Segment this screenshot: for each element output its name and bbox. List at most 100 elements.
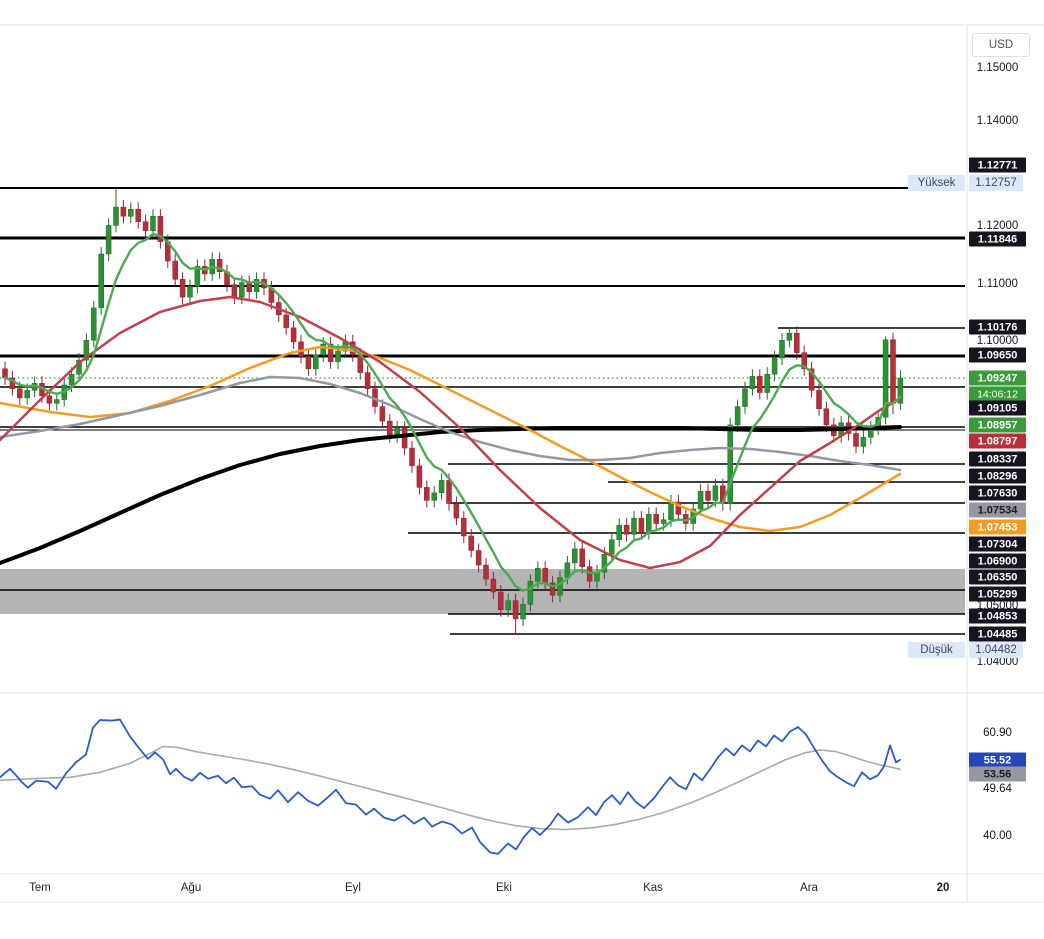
- candle-body: [498, 591, 504, 611]
- candle-body: [290, 327, 297, 343]
- candle-body: [431, 492, 437, 501]
- candle-body: [98, 253, 104, 309]
- candle-body: [54, 399, 60, 404]
- candle-body: [512, 600, 519, 620]
- candle-body: [335, 350, 341, 363]
- candle-body: [313, 354, 319, 370]
- candle-body: [660, 519, 667, 524]
- candle-body: [446, 480, 452, 504]
- candle-body: [757, 376, 763, 393]
- candle-body: [231, 284, 238, 298]
- candle-body: [535, 568, 541, 582]
- candle-body: [187, 286, 193, 298]
- candle-body: [705, 490, 711, 501]
- candle-body: [387, 420, 393, 436]
- candle-body: [668, 501, 674, 521]
- candle-body: [24, 390, 30, 399]
- rsi-line: [0, 718, 901, 855]
- candle-body: [105, 225, 112, 255]
- candle-body: [424, 487, 430, 501]
- candle-body: [253, 279, 260, 292]
- candle-body: [83, 339, 90, 361]
- candle-body: [712, 485, 719, 501]
- candle-body: [490, 578, 497, 593]
- candle-body: [794, 332, 800, 353]
- candle-body: [172, 260, 178, 280]
- candle-body: [135, 208, 141, 222]
- candle-body: [468, 535, 474, 551]
- red-ma-line: [0, 295, 902, 570]
- candle-body: [283, 314, 289, 329]
- candle-body: [808, 368, 815, 391]
- candle-body: [638, 517, 645, 533]
- candle-body: [76, 359, 82, 375]
- candle-body: [734, 406, 741, 426]
- candle-body: [416, 465, 423, 488]
- candle-body: [801, 352, 807, 370]
- candle-body: [46, 395, 53, 404]
- candle-body: [2, 368, 8, 379]
- candle-body: [749, 376, 756, 390]
- rsi-ma-line: [0, 745, 901, 831]
- candle-body: [438, 480, 445, 494]
- candle-body: [379, 406, 386, 422]
- candle-body: [897, 377, 904, 404]
- candle-body: [564, 562, 571, 578]
- candle-body: [157, 216, 164, 242]
- candle-body: [327, 343, 334, 363]
- candle-body: [461, 517, 467, 537]
- candle-body: [142, 221, 149, 232]
- support-zone-band: [0, 569, 965, 614]
- candle-body: [17, 388, 23, 399]
- candle-body: [860, 437, 867, 447]
- candle-body: [572, 548, 578, 564]
- candle-body: [609, 539, 615, 555]
- candle-body: [786, 332, 793, 341]
- candle-body: [549, 582, 556, 596]
- candle-body: [646, 514, 652, 533]
- candle-body: [816, 390, 822, 409]
- currency-toggle-button[interactable]: USD: [972, 33, 1030, 57]
- candle-body: [631, 517, 637, 535]
- candle-body: [882, 339, 889, 418]
- candle-body: [779, 339, 785, 359]
- candle-body: [601, 554, 608, 573]
- candle-body: [305, 356, 312, 370]
- candle-body: [623, 524, 630, 535]
- candle-body: [727, 424, 733, 504]
- candle-body: [764, 373, 770, 393]
- candle-body: [150, 216, 156, 232]
- candle-body: [505, 600, 511, 611]
- candle-body: [120, 206, 127, 217]
- candle-body: [91, 307, 97, 341]
- candle-body: [653, 514, 659, 524]
- candle-body: [239, 282, 245, 298]
- candle-body: [483, 564, 489, 580]
- candle-body: [320, 343, 326, 356]
- candle-body: [364, 372, 371, 390]
- candle-body: [557, 577, 563, 596]
- candle-body: [298, 341, 304, 357]
- gray-ma-line: [0, 375, 902, 472]
- green-ema-line: [3, 232, 902, 592]
- candle-body: [527, 580, 534, 605]
- candle-body: [246, 282, 252, 292]
- candle-body: [823, 408, 830, 426]
- orange-ma-line: [0, 345, 902, 533]
- candle-body: [401, 427, 408, 449]
- candle-body: [579, 548, 585, 567]
- candle-body: [853, 433, 859, 447]
- candle-body: [890, 339, 896, 404]
- candle-body: [194, 266, 201, 287]
- candle-body: [520, 604, 526, 620]
- candle-body: [179, 279, 186, 298]
- candle-body: [771, 357, 778, 375]
- candle-body: [542, 568, 548, 584]
- candle-body: [675, 501, 682, 515]
- candle-body: [216, 259, 223, 273]
- sma200-line: [0, 425, 902, 565]
- candle-body: [453, 503, 460, 519]
- candle-body: [742, 388, 748, 407]
